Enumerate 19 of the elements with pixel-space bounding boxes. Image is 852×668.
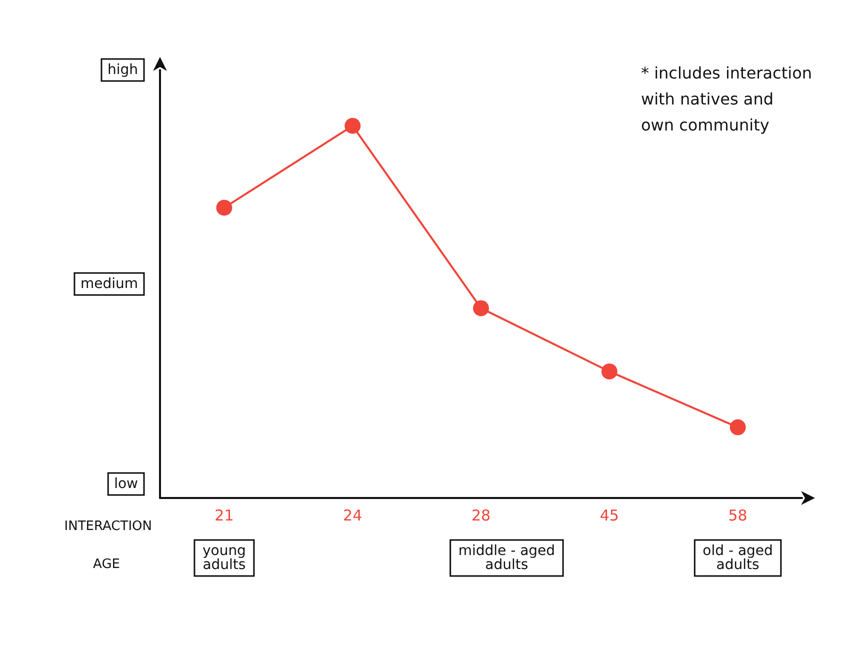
text: young adults — [202, 543, 246, 573]
x-tick-label: 45 — [600, 506, 619, 524]
text: low — [114, 476, 138, 492]
text: high — [107, 62, 138, 78]
x-axis-title: AGE — [93, 557, 120, 572]
x-tick-label: 28 — [471, 506, 491, 524]
x-tick-label: 24 — [343, 506, 362, 524]
point — [601, 363, 618, 380]
point — [473, 300, 489, 316]
y-axis-title: INTERACTION — [64, 519, 152, 534]
point — [344, 118, 361, 134]
text: medium — [80, 276, 138, 292]
text: old - aged adults — [702, 543, 773, 573]
x-tick-label: 21 — [214, 506, 234, 524]
point — [216, 200, 232, 216]
point — [730, 419, 746, 436]
annotation: * includes interaction with natives and own community — [640, 64, 812, 134]
text: middle - aged adults — [458, 543, 556, 573]
x-tick-label: 58 — [728, 506, 748, 524]
